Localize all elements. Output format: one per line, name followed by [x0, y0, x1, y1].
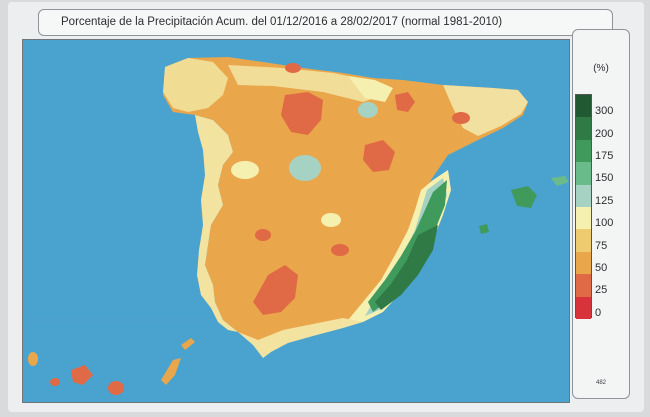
balearic-islands — [511, 186, 537, 208]
precipitation-map — [22, 39, 570, 403]
cantabrian-coast — [228, 65, 383, 102]
extremadura — [255, 229, 271, 241]
south-red-patch — [331, 244, 349, 256]
murcia — [375, 225, 438, 310]
castilla-la-mancha — [253, 265, 298, 315]
legend-tick-label: 125 — [595, 194, 614, 207]
menorca — [551, 176, 569, 186]
legend: (%) 300 200 175 150 125 100 75 50 25 0 482 — [572, 29, 630, 399]
aragon — [281, 92, 323, 135]
ibiza — [479, 224, 489, 234]
legend-tick-label: 75 — [595, 239, 608, 252]
navarra-ebro — [363, 140, 395, 172]
legend-swatch — [576, 296, 591, 319]
legend-swatch — [576, 95, 591, 118]
madrid — [395, 92, 415, 112]
canary-islands — [28, 338, 195, 395]
galicia — [163, 58, 228, 112]
legend-swatch — [576, 229, 591, 252]
legend-tick-label: 200 — [595, 127, 614, 140]
legend-tick-label: 150 — [595, 172, 614, 185]
north-red-patch — [285, 63, 301, 73]
legend-swatch — [576, 184, 591, 207]
title-box: Porcentaje de la Precipitación Acum. del… — [38, 9, 613, 36]
basque-country — [348, 76, 393, 102]
map-sheet: Porcentaje de la Precipitación Acum. del… — [8, 2, 644, 412]
andalusia — [238, 318, 363, 358]
legend-unit: (%) — [593, 63, 609, 74]
map-title: Porcentaje de la Precipitación Acum. del… — [61, 16, 503, 28]
legend-swatch — [576, 274, 591, 297]
legend-swatch — [576, 117, 591, 140]
legend-tick-label: 25 — [595, 284, 608, 297]
color-ramp — [575, 94, 592, 319]
valencia-green — [368, 180, 447, 312]
legend-swatch — [576, 251, 591, 275]
cantabria-blue — [358, 102, 378, 118]
northeast-red-patch — [452, 112, 470, 124]
legend-tick-label: 0 — [595, 306, 602, 319]
central-pale-patch — [321, 213, 341, 227]
legend-code: 482 — [595, 380, 606, 386]
legend-swatch — [576, 139, 591, 163]
legend-tick-label: 300 — [595, 105, 614, 118]
castilla-leon — [289, 155, 321, 181]
legend-tick-label: 50 — [595, 262, 608, 274]
legend-tick-label: 175 — [595, 150, 614, 162]
legend-swatch — [576, 206, 591, 230]
legend-swatch — [576, 162, 591, 185]
iberian-peninsula — [163, 57, 528, 358]
legend-tick-label: 100 — [595, 217, 614, 230]
map-canvas — [23, 40, 569, 402]
portugal — [195, 115, 238, 332]
west-pale-patch — [231, 161, 259, 179]
